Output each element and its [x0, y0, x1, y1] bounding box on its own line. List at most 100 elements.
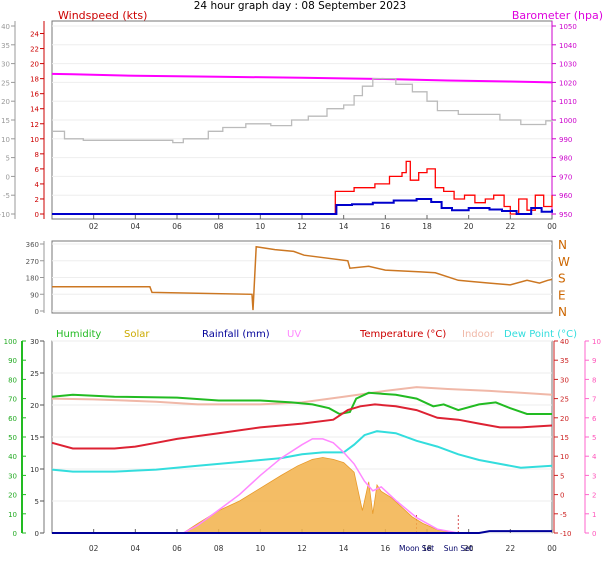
temp-tick-label: 30 [560, 376, 569, 384]
x-tick-label: 12 [297, 222, 307, 231]
wind-outer-tick-label: -10 [0, 211, 10, 219]
humidity-tick-label: 20 [8, 492, 17, 500]
baro-tick-label: 1030 [559, 61, 577, 69]
legend-temperature: Temperature (°C) [359, 329, 446, 340]
solar-tick-label: 5 [35, 498, 39, 506]
baro-tick-label: 1000 [559, 117, 577, 125]
wind-tick-label: 20 [30, 61, 39, 69]
wind-outer-ticks: -10 -5 0 5 10 15 20 25 30 35 40 [0, 23, 15, 219]
compass-label: N [558, 305, 567, 319]
x-tick-label: 04 [131, 544, 141, 553]
solar-tick-label: 0 [35, 530, 39, 538]
wind-tick-label: 24 [30, 31, 39, 39]
x-tick-label: 06 [172, 222, 182, 231]
x-tick-label: 20 [464, 544, 474, 553]
wind-outer-tick-label: -5 [3, 192, 10, 200]
baro-tick-label: 1040 [559, 42, 577, 50]
temperature-legend: Humidity Solar Rainfall (mm) UV Temperature … [56, 329, 577, 340]
temp-tick-label: 10 [560, 453, 569, 461]
marker-label: Sun Set [444, 544, 473, 553]
wind-tick-label: 4 [35, 181, 40, 189]
legend-dew_point: Dew Point (°C) [504, 329, 577, 340]
x-tick-label: 14 [339, 222, 349, 231]
wind-tick-label: 8 [35, 151, 39, 159]
direction-tick-label: 180 [26, 275, 39, 283]
direction-background-grid [52, 243, 552, 312]
x-tick-label: 00 [547, 544, 557, 553]
baro-tick-label: 970 [559, 173, 572, 181]
direction-ticks: 0 90 180 270 360 [26, 241, 44, 316]
baro-tick-label: 980 [559, 155, 572, 163]
humidity-tick-label: 40 [8, 453, 17, 461]
series-solar-area [181, 457, 455, 534]
temperature-x-ticks: 02 04 06 08 10 12 14 16 18 20 22 00 [89, 529, 557, 553]
humidity-tick-label: 70 [8, 396, 17, 404]
wind-outer-tick-label: 35 [1, 42, 10, 50]
legend-indoor: Indoor [462, 329, 495, 340]
series-temperature-line [51, 403, 553, 450]
chart-title: 24 hour graph day : 08 September 2023 [194, 0, 406, 12]
x-tick-label: 14 [339, 544, 349, 553]
wind-outer-tick-label: 25 [1, 79, 10, 87]
wind-tick-label: 12 [30, 121, 39, 129]
direction-tick-label: 270 [26, 258, 39, 266]
wind-outer-tick-label: 10 [1, 136, 10, 144]
baro-tick-label: 960 [559, 192, 572, 200]
humidity-ticks: 0 10 20 30 40 50 60 70 80 90 100 [4, 338, 26, 538]
temp-tick-label: -5 [560, 511, 567, 519]
uv-tick-label: 0 [592, 530, 596, 538]
uv-tick-label: 4 [592, 453, 597, 461]
uv-tick-label: 7 [592, 396, 596, 404]
wind-outer-tick-label: 0 [6, 173, 10, 181]
legend-uv: UV [287, 329, 301, 340]
x-tick-label: 16 [381, 222, 391, 231]
x-tick-label: 02 [89, 222, 99, 231]
x-tick-label: 22 [506, 222, 516, 231]
compass-label: N [558, 238, 567, 252]
legend-humidity: Humidity [56, 329, 101, 340]
wind-outer-tick-label: 20 [1, 98, 10, 106]
legend-rain: Rainfall (mm) [202, 329, 270, 340]
solar-ticks: 0 5 10 15 20 25 30 [30, 338, 44, 538]
series-indoor-line [51, 386, 553, 406]
x-tick-label: 04 [131, 222, 141, 231]
x-tick-label: 22 [506, 544, 516, 553]
temp-tick-label: 40 [560, 338, 569, 346]
uv-tick-label: 6 [592, 415, 597, 423]
series-grey-line [52, 77, 553, 144]
series-rain-line [52, 530, 552, 534]
solar-tick-label: 30 [30, 338, 39, 346]
humidity-tick-label: 100 [4, 338, 17, 346]
solar-tick-label: 10 [30, 466, 39, 474]
legend-solar: Solar [124, 329, 150, 340]
temp-tick-label: 15 [560, 434, 569, 442]
compass-label: S [558, 272, 566, 286]
uv-tick-label: 8 [592, 376, 596, 384]
baro-tick-label: 990 [559, 136, 572, 144]
uv-tick-label: 1 [592, 511, 596, 519]
series-direction-line [52, 245, 553, 311]
temp-tick-label: -10 [560, 530, 571, 538]
humidity-tick-label: 30 [8, 472, 17, 480]
x-tick-label: 20 [464, 222, 474, 231]
temp-tick-label: 5 [560, 472, 564, 480]
series-uv-line [182, 438, 459, 534]
baro-tick-label: 1010 [559, 98, 577, 106]
x-tick-label: 10 [256, 222, 266, 231]
series-wind_gust-line [52, 160, 553, 215]
wind-tick-label: 2 [35, 196, 39, 204]
direction-tick-label: 360 [26, 241, 39, 249]
uv-tick-label: 3 [592, 472, 596, 480]
x-tick-label: 00 [547, 222, 557, 231]
direction-series [52, 245, 553, 311]
x-tick-label: 18 [422, 544, 432, 553]
series-barometer-line [51, 72, 553, 84]
wind-outer-tick-label: 5 [6, 155, 10, 163]
wind-tick-label: 16 [30, 91, 39, 99]
compass-label: E [558, 288, 566, 302]
humidity-tick-label: 90 [8, 357, 17, 365]
temp-tick-label: 0 [560, 492, 564, 500]
